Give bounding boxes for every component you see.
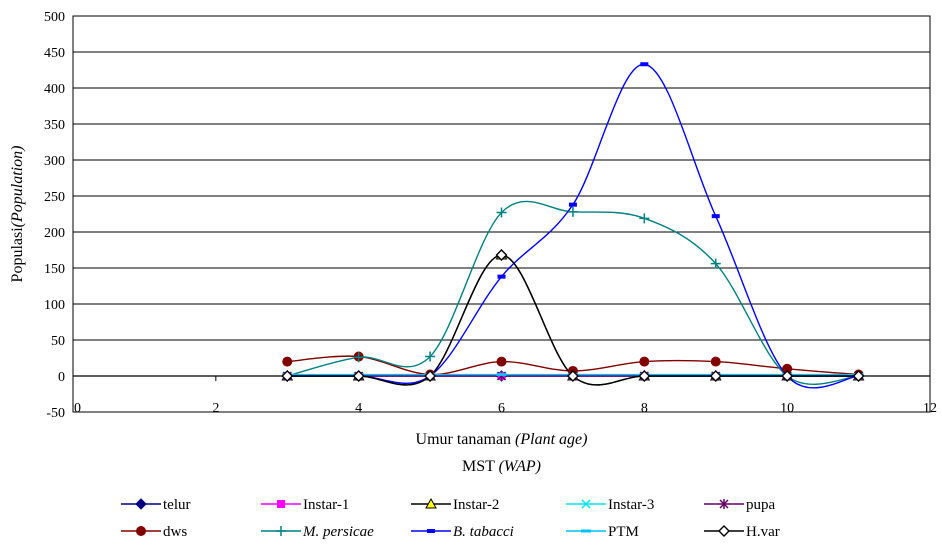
y-axis-title: Populasi(Population)	[9, 146, 26, 283]
data-point-dws	[782, 363, 793, 374]
y-tick-label: 300	[44, 154, 65, 169]
legend-label-pupa: pupa	[746, 497, 776, 513]
y-tick-label: 0	[58, 370, 65, 385]
legend-label-h-var: H.var	[746, 524, 780, 540]
y-tick-label: 500	[44, 10, 65, 25]
legend-label-telur: telur	[163, 497, 191, 513]
legend-item-m-persicae: M. persicae	[261, 524, 374, 540]
plot-frame	[72, 15, 931, 413]
legend-label-b-tabacci: B. tabacci	[453, 524, 514, 540]
y-tick-label: 150	[44, 262, 65, 277]
legend-item-pupa: pupa	[704, 497, 776, 513]
legend-label-ptm: PTM	[608, 524, 639, 540]
y-tick-label: 100	[44, 298, 65, 313]
legend-marker-instar-2	[425, 497, 437, 509]
legend-item-instar-2: Instar-2	[411, 497, 499, 513]
legend-label-m-persicae: M. persicae	[302, 524, 374, 540]
y-tick-label: 350	[44, 118, 65, 133]
y-tick-label: 200	[44, 226, 65, 241]
legend-item-b-tabacci: B. tabacci	[411, 524, 514, 540]
y-tick-label: 50	[51, 334, 65, 349]
legend-marker-pupa	[719, 499, 729, 509]
series-markers	[281, 62, 865, 382]
series-line-h-var	[287, 254, 859, 386]
data-point-h-var	[281, 370, 294, 382]
series-line-b-tabacci	[287, 63, 859, 389]
legend-item-h-var: H.var	[704, 524, 780, 540]
legend-marker-ptm	[581, 529, 591, 533]
legend-marker-h-var	[718, 525, 730, 537]
legend-marker-m-persicae	[276, 526, 286, 536]
x-tick-label: 2	[212, 401, 219, 416]
x-tick-label: 8	[641, 401, 648, 416]
legend-item-telur: telur	[121, 497, 191, 513]
data-point-m-persicae	[710, 258, 721, 269]
y-tick-label: 250	[44, 190, 65, 205]
x-tick-label: 0	[74, 401, 81, 416]
data-point-b-tabacci	[497, 274, 506, 279]
legend-label-dws: dws	[163, 524, 187, 540]
y-tick-label: -50	[46, 406, 65, 421]
data-point-b-tabacci	[711, 214, 720, 219]
legend-marker-dws	[136, 526, 146, 536]
legend-marker-telur	[135, 498, 147, 510]
data-point-dws	[496, 356, 507, 367]
x-axis-title-line1: Umur tanaman (Plant age)	[416, 431, 588, 448]
legend-item-instar-3: Instar-3	[566, 497, 654, 513]
data-point-h-var	[638, 370, 651, 382]
legend-item-instar-1: Instar-1	[261, 497, 349, 513]
data-point-h-var	[566, 370, 579, 382]
x-tick-label: 12	[923, 401, 937, 416]
legend-marker-instar-3	[581, 499, 591, 509]
legend-item-ptm: PTM	[566, 524, 639, 540]
legend-marker-b-tabacci	[427, 529, 435, 533]
y-tick-label: 450	[44, 46, 65, 61]
data-point-h-var	[352, 370, 365, 382]
x-tick-label: 10	[780, 401, 794, 416]
data-point-dws	[639, 356, 650, 367]
data-point-h-var	[424, 370, 437, 382]
data-point-h-var	[852, 370, 865, 382]
legend-marker-instar-1	[277, 500, 285, 508]
x-axis-title-line2: MST (WAP)	[462, 458, 541, 475]
data-point-h-var	[495, 249, 508, 262]
data-point-dws	[282, 356, 293, 367]
legend-label-instar-1: Instar-1	[303, 497, 349, 513]
legend-item-dws: dws	[121, 524, 187, 540]
data-point-m-persicae	[567, 206, 578, 217]
legend-label-instar-2: Instar-2	[453, 497, 499, 513]
data-point-m-persicae	[353, 352, 364, 363]
data-point-h-var	[781, 370, 794, 382]
data-point-h-var	[709, 370, 722, 382]
data-point-m-persicae	[425, 351, 436, 362]
data-point-dws	[710, 356, 721, 367]
data-point-b-tabacci	[640, 62, 649, 67]
x-tick-label: 4	[355, 401, 362, 416]
data-point-m-persicae	[639, 213, 650, 224]
data-point-b-tabacci	[568, 202, 577, 207]
data-point-ptm	[496, 373, 507, 377]
x-tick-label: 6	[498, 401, 505, 416]
y-tick-label: 400	[44, 82, 65, 97]
legend: telur Instar-1 Instar-2 Instar-3 pupa dws M. p…	[121, 497, 780, 540]
data-point-m-persicae	[496, 207, 507, 218]
legend-label-instar-3: Instar-3	[608, 497, 654, 513]
